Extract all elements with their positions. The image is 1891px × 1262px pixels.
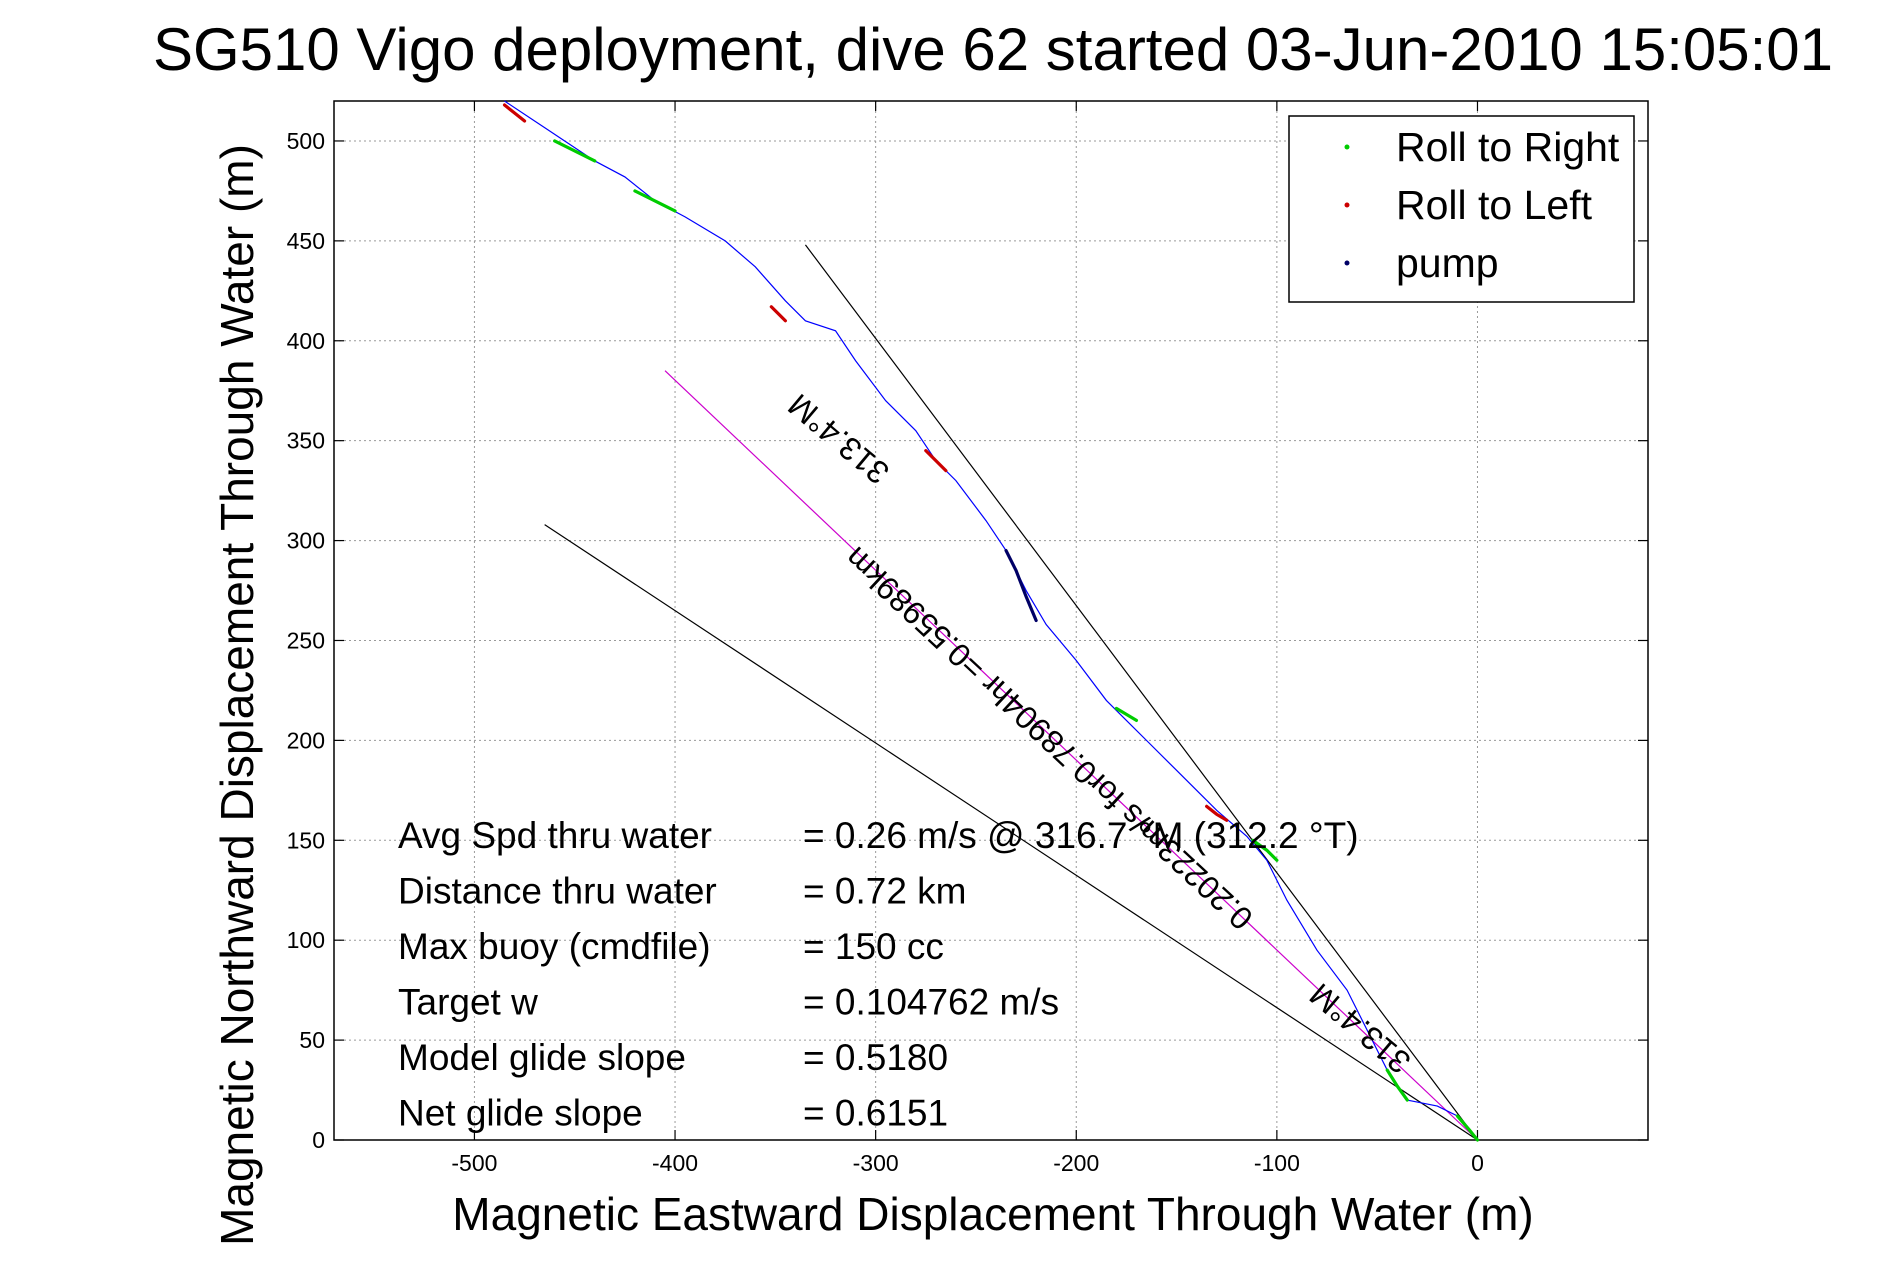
- annotation-label: Model glide slope: [398, 1037, 686, 1078]
- roll-right-segment: [1114, 706, 1139, 723]
- annotations: Avg Spd thru water = 0.26 m/s @ 316.7 °M …: [398, 815, 1359, 1134]
- roll-marks: [502, 103, 1480, 1142]
- rotated-label: 313.4°M: [781, 387, 896, 491]
- x-axis-label: Magnetic Eastward Displacement Through W…: [452, 1188, 1533, 1240]
- legend-label: Roll to Right: [1396, 124, 1620, 170]
- roll-right-segment: [1251, 838, 1279, 862]
- annotation-label: Net glide slope: [398, 1093, 643, 1134]
- y-tick-label: 500: [287, 128, 325, 154]
- annotation-value: = 0.72 km: [803, 871, 967, 912]
- legend: Roll to Right Roll to Left pump: [1288, 115, 1635, 303]
- track-line: [504, 100, 1478, 1141]
- annotation-value: = 0.26 m/s @ 316.7 °M (312.2 °T): [803, 815, 1359, 856]
- legend-marker: [1344, 260, 1350, 266]
- annotation-label: Target w: [398, 982, 538, 1023]
- roll-left-segment: [502, 103, 527, 123]
- reference-line: [664, 370, 1478, 1141]
- annotation-value: = 0.5180: [803, 1037, 948, 1078]
- y-tick-label: 250: [287, 627, 325, 653]
- y-tick-label: 400: [287, 328, 325, 354]
- legend-marker: [1344, 144, 1350, 150]
- legend-label: Roll to Left: [1396, 182, 1593, 228]
- y-tick-label: 100: [287, 927, 325, 953]
- y-tick-label: 50: [299, 1027, 325, 1053]
- annotation-label: Distance thru water: [398, 871, 717, 912]
- roll-right-segment: [633, 189, 677, 213]
- plot-frame: [333, 100, 1649, 1141]
- annotation-value: = 150 cc: [803, 926, 944, 967]
- x-tick-label: -100: [1254, 1150, 1300, 1176]
- reference-lines: [544, 244, 1478, 1141]
- roll-right-segment: [1385, 1068, 1409, 1102]
- axes: -500 -400 -300 -200 -100 0 0 50 100 150 200 250 300 3…: [287, 100, 1649, 1176]
- annotation-label: Max buoy (cmdfile): [398, 926, 711, 967]
- legend-label: pump: [1396, 240, 1499, 286]
- y-tick-label: 150: [287, 827, 325, 853]
- y-tick-label: 450: [287, 228, 325, 254]
- roll-left-segment: [1205, 804, 1229, 822]
- annotation-value: = 0.104762 m/s: [803, 982, 1059, 1023]
- track: [504, 100, 1478, 1141]
- annotation-label: Avg Spd thru water: [398, 815, 712, 856]
- pump-segment: [1004, 548, 1038, 623]
- x-tick-label: -300: [853, 1150, 899, 1176]
- x-tick-label: -400: [652, 1150, 698, 1176]
- x-tick-label: 0: [1471, 1150, 1484, 1176]
- roll-left-segment: [769, 305, 787, 323]
- y-tick-label: 0: [312, 1127, 325, 1153]
- roll-left-segment: [924, 449, 948, 473]
- y-tick-label: 350: [287, 428, 325, 454]
- roll-right-segment: [553, 139, 597, 163]
- reference-line: [544, 524, 1478, 1141]
- legend-marker: [1344, 202, 1350, 208]
- x-tick-label: -500: [451, 1150, 497, 1176]
- y-tick-label: 300: [287, 528, 325, 554]
- x-tick-label: -200: [1053, 1150, 1099, 1176]
- chart-title: SG510 Vigo deployment, dive 62 started 0…: [153, 16, 1833, 83]
- rotated-labels: 313.4°M0.20223m/s for0.78904hr =0.55989k…: [781, 387, 1417, 1081]
- roll-right-segment: [1455, 1114, 1480, 1142]
- reference-line: [804, 244, 1478, 1141]
- y-tick-label: 200: [287, 727, 325, 753]
- annotation-value: = 0.6151: [803, 1093, 948, 1134]
- rotated-label: 313.4°M: [1303, 976, 1418, 1080]
- y-axis-label: Magnetic Northward Displacement Through …: [211, 144, 263, 1246]
